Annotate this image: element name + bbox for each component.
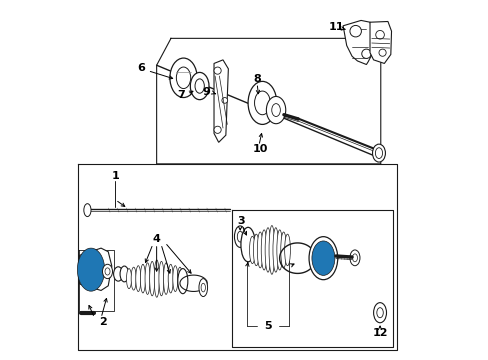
Ellipse shape [145, 263, 150, 294]
Ellipse shape [126, 269, 131, 289]
Text: 2: 2 [99, 317, 106, 327]
Ellipse shape [311, 241, 334, 275]
Ellipse shape [86, 262, 96, 278]
Ellipse shape [276, 230, 282, 270]
Ellipse shape [247, 81, 276, 125]
Text: 3: 3 [237, 216, 244, 226]
Ellipse shape [352, 254, 357, 262]
Ellipse shape [83, 204, 91, 217]
Circle shape [214, 126, 221, 134]
Text: 9: 9 [202, 87, 210, 97]
Ellipse shape [159, 261, 163, 296]
Polygon shape [369, 22, 391, 63]
Circle shape [222, 98, 227, 103]
Ellipse shape [77, 248, 104, 291]
Polygon shape [80, 248, 112, 291]
Ellipse shape [266, 96, 285, 124]
Ellipse shape [154, 260, 159, 297]
Text: 10: 10 [252, 144, 268, 154]
Ellipse shape [349, 250, 359, 266]
Ellipse shape [168, 264, 173, 293]
Ellipse shape [172, 266, 178, 292]
Circle shape [375, 31, 384, 39]
Text: 11: 11 [327, 22, 343, 32]
Ellipse shape [177, 267, 182, 290]
Ellipse shape [253, 234, 259, 266]
Text: 4: 4 [152, 234, 160, 244]
Polygon shape [214, 60, 228, 142]
Text: 8: 8 [253, 74, 261, 84]
Ellipse shape [261, 230, 266, 270]
Ellipse shape [272, 228, 278, 272]
Text: 7: 7 [177, 90, 184, 100]
Ellipse shape [199, 279, 207, 297]
Ellipse shape [195, 79, 204, 93]
Text: 6: 6 [137, 63, 145, 73]
Circle shape [361, 49, 370, 58]
Ellipse shape [237, 231, 243, 242]
Ellipse shape [375, 148, 382, 158]
Ellipse shape [284, 234, 290, 266]
Circle shape [214, 67, 221, 74]
Ellipse shape [249, 236, 255, 264]
Ellipse shape [102, 264, 112, 279]
Ellipse shape [254, 91, 270, 115]
Ellipse shape [268, 226, 274, 274]
Text: 12: 12 [371, 328, 387, 338]
Ellipse shape [308, 237, 337, 280]
Ellipse shape [178, 269, 187, 294]
Ellipse shape [280, 232, 286, 268]
Text: 1: 1 [111, 171, 119, 181]
Ellipse shape [163, 263, 168, 294]
Ellipse shape [315, 246, 330, 270]
Ellipse shape [376, 308, 383, 318]
Ellipse shape [271, 104, 280, 117]
Ellipse shape [131, 267, 136, 290]
Ellipse shape [234, 226, 245, 247]
Ellipse shape [201, 283, 205, 292]
Ellipse shape [190, 72, 208, 100]
Ellipse shape [373, 303, 386, 323]
Ellipse shape [169, 58, 197, 98]
Ellipse shape [136, 266, 141, 292]
Ellipse shape [120, 266, 128, 282]
Ellipse shape [264, 228, 270, 272]
Ellipse shape [140, 264, 145, 293]
Ellipse shape [372, 144, 385, 162]
Circle shape [349, 26, 361, 37]
Ellipse shape [241, 227, 255, 262]
Ellipse shape [257, 232, 263, 268]
Ellipse shape [176, 67, 190, 89]
Ellipse shape [113, 267, 122, 281]
Polygon shape [343, 21, 372, 64]
Text: 5: 5 [264, 321, 271, 331]
Ellipse shape [149, 261, 154, 296]
Circle shape [378, 49, 386, 56]
Ellipse shape [80, 252, 102, 287]
Ellipse shape [105, 268, 110, 275]
